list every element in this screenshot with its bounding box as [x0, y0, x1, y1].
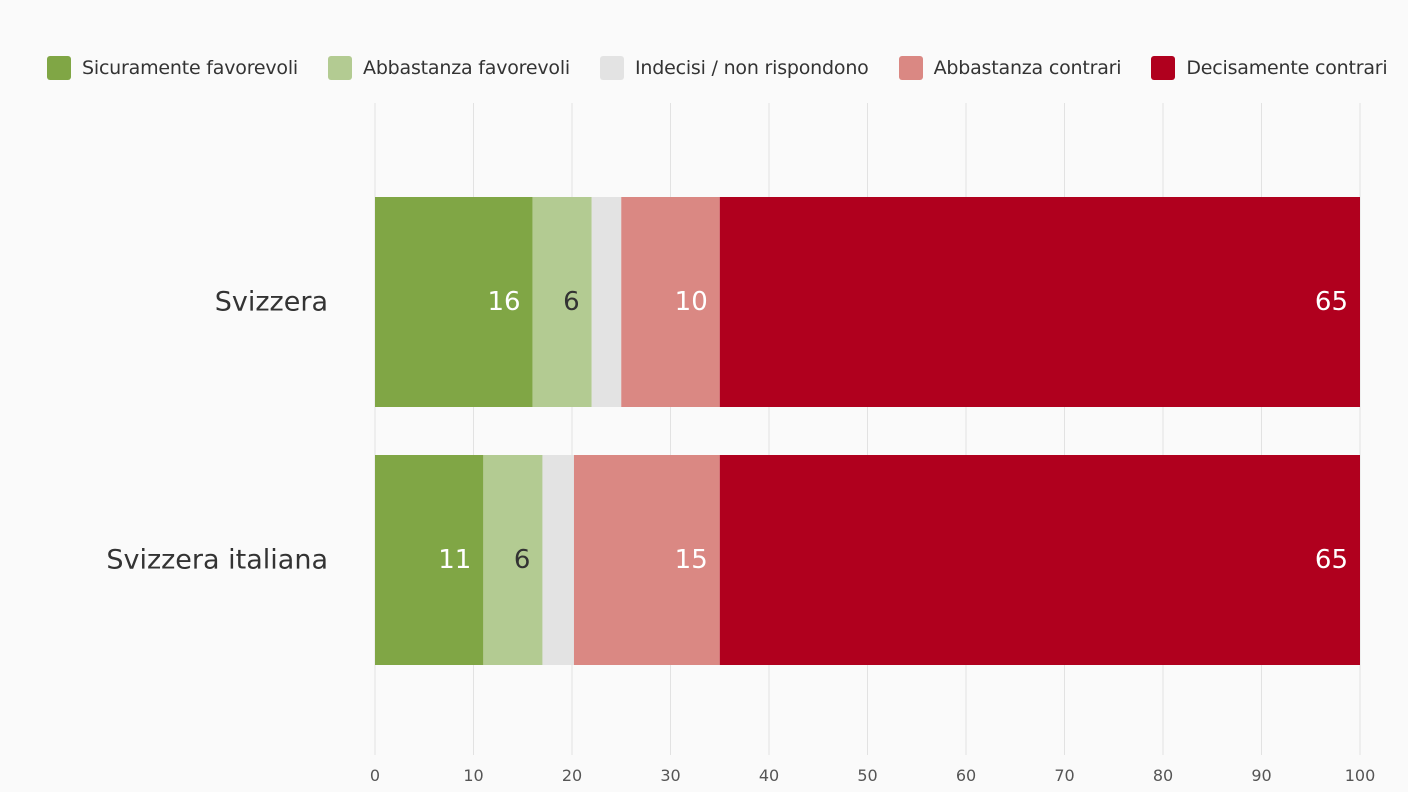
x-tick-label: 90	[1251, 766, 1271, 785]
bar-segment	[719, 455, 1360, 665]
data-label: 6	[514, 545, 531, 575]
x-tick-label: 60	[956, 766, 976, 785]
data-label: 10	[675, 287, 708, 317]
legend-item[interactable]: Sicuramente favorevoli	[47, 56, 298, 80]
bar-segment	[483, 455, 543, 665]
x-tick-label: 70	[1054, 766, 1074, 785]
legend-label: Abbastanza favorevoli	[363, 57, 570, 79]
category-label: Svizzera	[215, 287, 328, 318]
bar-segment	[719, 197, 1360, 407]
legend-item[interactable]: Abbastanza favorevoli	[328, 56, 570, 80]
x-tick-label: 40	[759, 766, 779, 785]
x-tick-label: 10	[463, 766, 483, 785]
legend-item[interactable]: Indecisi / non rispondono	[599, 56, 869, 80]
bar-segment	[375, 455, 484, 665]
legend-label: Abbastanza contrari	[933, 57, 1122, 79]
legend-swatch	[898, 56, 923, 80]
legend-swatch	[1151, 56, 1176, 80]
x-tick-label: 100	[1345, 766, 1376, 785]
legend-label: Sicuramente favorevoli	[82, 57, 299, 79]
chart-legend: Sicuramente favorevoli Abbastanza favorev…	[47, 55, 1408, 81]
x-tick-label: 80	[1153, 766, 1173, 785]
legend-label: Decisamente contrari	[1186, 57, 1388, 79]
legend-swatch	[328, 56, 353, 80]
data-label: 65	[1315, 287, 1348, 317]
bar-segment	[532, 197, 592, 407]
data-label: 65	[1315, 545, 1348, 575]
bar-segment	[542, 455, 574, 665]
legend-item[interactable]: Abbastanza contrari	[898, 56, 1122, 80]
legend-swatch	[47, 56, 71, 80]
x-tick-label: 50	[857, 766, 877, 785]
bar-segment	[591, 197, 622, 407]
x-tick-label: 0	[370, 766, 380, 785]
legend-item[interactable]: Decisamente contrari	[1151, 56, 1388, 80]
data-label: 16	[488, 287, 521, 317]
bar-segment	[621, 197, 720, 407]
bar-segment	[375, 197, 533, 407]
category-label: Svizzera italiana	[106, 545, 328, 576]
x-tick-label: 30	[660, 766, 680, 785]
x-tick-label: 20	[562, 766, 582, 785]
legend-swatch	[599, 56, 624, 80]
data-label: 15	[675, 545, 708, 575]
data-label: 11	[438, 545, 471, 575]
legend-label: Indecisi / non rispondono	[634, 57, 869, 79]
data-label: 6	[563, 287, 580, 317]
bar-segment	[573, 455, 720, 665]
